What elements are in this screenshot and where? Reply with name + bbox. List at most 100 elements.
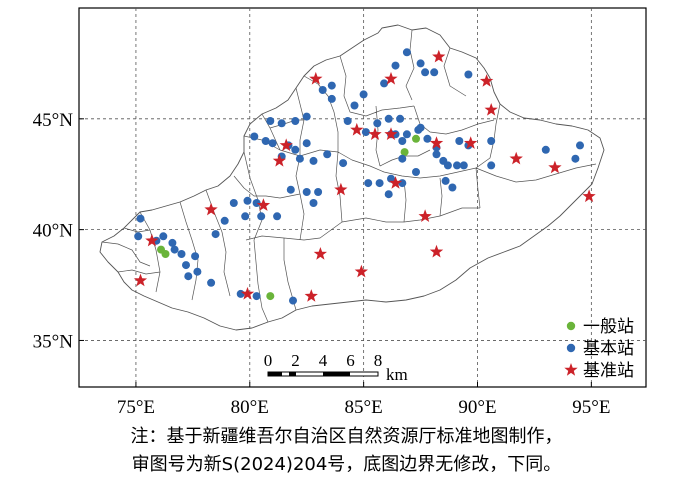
basic-station-marker — [339, 159, 348, 168]
scale-bar-unit: km — [386, 365, 408, 384]
basic-station-marker — [268, 139, 277, 148]
basic-station-marker — [391, 61, 400, 70]
reference-station-marker — [509, 151, 523, 165]
basic-station-marker — [343, 117, 352, 125]
basic-station-marker — [229, 199, 238, 207]
basic-station-marker — [168, 238, 177, 247]
basic-station-marker — [423, 134, 432, 143]
scale-bar-tick-label: 6 — [346, 351, 355, 370]
graticule — [79, 8, 646, 387]
basic-station-marker — [291, 145, 300, 154]
reference-station-marker — [240, 286, 255, 300]
x-tick-label: 85°E — [345, 397, 383, 418]
reference-station-marker — [479, 74, 494, 87]
basic-station-marker — [576, 141, 584, 150]
basic-station-marker — [455, 137, 464, 145]
basic-station-marker — [380, 79, 389, 88]
internal-boundaries — [101, 29, 597, 323]
reference-station-marker — [582, 189, 596, 203]
basic-station-marker — [464, 70, 473, 79]
basic-station-marker — [182, 261, 190, 270]
basic-station-marker — [432, 150, 441, 159]
basic-station-marker — [448, 183, 457, 192]
basic-station-marker — [184, 272, 193, 281]
basic-station-marker — [134, 232, 143, 241]
basic-station-marker — [289, 296, 297, 305]
basic-station-marker — [541, 145, 550, 154]
basic-station-marker — [327, 81, 336, 90]
reference-station-marker — [429, 136, 444, 149]
legend: 一般站 基本站 基准站 — [564, 317, 634, 381]
reference-station-marker — [256, 198, 271, 211]
basic-station-marker — [266, 117, 275, 125]
basic-station-marker — [364, 179, 373, 188]
reference-station-marker — [279, 138, 293, 152]
basic-station-marker — [159, 232, 168, 241]
basic-station-marker — [291, 117, 300, 125]
reference-station-marker — [309, 71, 323, 85]
y-tick-label: 35°N — [33, 331, 74, 352]
basic-station-marker — [402, 48, 411, 57]
basic-station-marker — [453, 161, 461, 170]
reference-station-marker — [133, 273, 148, 287]
reference-station-marker — [204, 202, 218, 216]
reference-station-marker — [304, 289, 318, 302]
reference-station-marker — [145, 233, 159, 247]
basic-station-marker — [177, 250, 186, 258]
basic-station-marker — [384, 190, 393, 199]
x-tick-label: 95°E — [572, 397, 610, 418]
basic-station-marker — [421, 68, 430, 77]
basic-station-marker — [402, 130, 411, 139]
basic-station-marker — [361, 128, 370, 137]
basic-station-marker — [398, 154, 407, 163]
legend-basic-marker — [566, 343, 576, 353]
reference-station-marker — [548, 160, 562, 174]
reference-station-marker — [368, 127, 382, 140]
station-map: 75°E 80°E 85°E 90°E 95°E 45°N 40°N 35°N 一般站 基本站… — [33, 7, 647, 418]
basic-station-marker — [459, 161, 468, 170]
reference-station-marker — [484, 103, 498, 116]
general-station-marker — [266, 292, 275, 301]
basic-station-marker — [207, 278, 216, 287]
basic-station-marker — [571, 154, 580, 163]
reference-station-marker — [384, 127, 398, 140]
scale-bar-tick-label: 4 — [319, 351, 328, 370]
reference-station-marker — [350, 122, 364, 136]
basic-station-marker — [250, 132, 259, 141]
general-station-marker — [412, 134, 420, 143]
basic-station-marker — [302, 139, 311, 148]
map-note-line-1: 注：基于新疆维吾尔自治区自然资源厅标准地图制作， — [130, 426, 563, 447]
reference-station-marker — [272, 153, 286, 167]
scale-bar-tick-label: 2 — [291, 351, 300, 370]
legend-general-marker — [566, 321, 576, 331]
basic-station-marker — [302, 188, 311, 196]
basic-station-marker — [302, 112, 311, 121]
basic-station-marker — [170, 245, 179, 254]
basic-station-marker — [236, 289, 245, 298]
basic-station-marker — [387, 174, 395, 183]
reference-stations — [133, 49, 596, 302]
basic-station-marker — [398, 179, 407, 188]
scale-bar-segment — [289, 372, 296, 376]
basic-station-marker — [295, 154, 304, 163]
basic-station-marker — [430, 68, 439, 77]
basic-station-marker — [220, 216, 229, 225]
scale-bar-segment — [323, 372, 350, 376]
reference-station-marker — [429, 244, 444, 258]
legend-reference-label: 基准站 — [583, 361, 634, 381]
axis-ticks: 75°E 80°E 85°E 90°E 95°E 45°N 40°N 35°N — [33, 110, 611, 418]
basic-station-marker — [441, 176, 450, 185]
basic-station-marker — [273, 212, 282, 221]
basic-station-marker — [439, 156, 448, 165]
reference-station-marker — [418, 209, 432, 222]
basic-station-marker — [136, 214, 145, 223]
basic-station-marker — [359, 90, 368, 99]
general-stations — [157, 134, 420, 301]
reference-station-marker — [313, 247, 327, 260]
basic-station-marker — [252, 292, 261, 301]
x-tick-label: 75°E — [117, 397, 155, 418]
basic-station-marker — [318, 86, 327, 94]
basic-station-marker — [241, 212, 250, 221]
